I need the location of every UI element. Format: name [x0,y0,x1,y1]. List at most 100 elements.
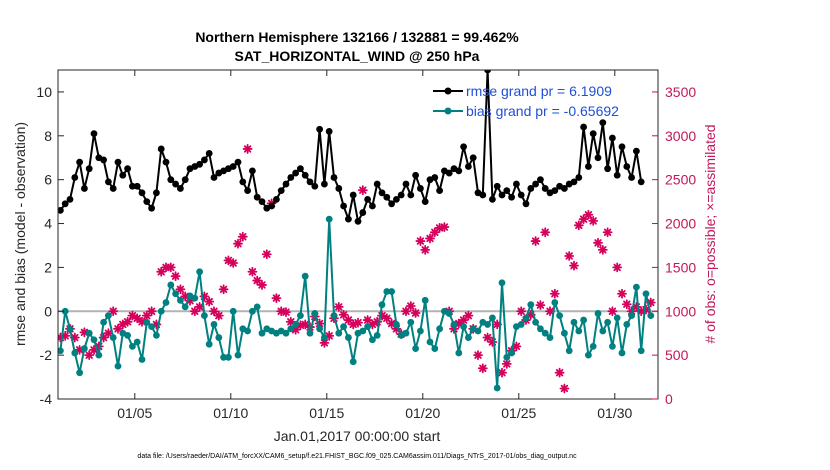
rmse-point [138,189,146,197]
y-tick-label: -2 [40,347,53,363]
rmse-point [604,165,611,173]
rmse-point [229,163,237,170]
rmse-point [253,193,261,201]
rmse-point [277,187,285,195]
x-tick-label: 01/10 [213,405,248,421]
bias-point [484,321,491,328]
rmse-point [321,180,328,188]
rmse-series [58,70,645,225]
bias-point [450,321,458,328]
bias-point [489,314,496,322]
rmse-point [589,130,597,138]
rmse-point [114,158,122,166]
bias-point [647,312,655,320]
rmse-point [157,145,165,153]
obs-count-point [588,216,599,226]
bias-point [81,345,88,352]
y2-tick-label: 0 [665,391,673,407]
rmse-point [364,196,371,203]
chart-subtitle: SAT_HORIZONTAL_WIND @ 250 hPa [235,48,480,64]
rmse-point [81,185,88,192]
legend-bias-label: bias grand pr = -0.65692 [466,103,619,119]
rmse-point [412,171,419,179]
rmse-point [71,174,79,181]
bias-point [599,327,607,335]
rmse-point [397,191,405,199]
rmse-point [268,202,275,210]
obs-count-point [233,238,243,249]
bias-point [172,290,180,298]
obs-count-point [189,306,200,317]
bias-point [234,351,242,359]
bias-point [642,290,650,298]
rmse-point [306,178,314,186]
rmse-point [460,143,467,151]
bias-point [436,325,443,333]
obs-count-point [617,288,627,299]
bias-point [565,347,573,355]
bias-point [465,334,472,341]
y2-tick-label: 1500 [665,259,696,275]
rmse-point [402,180,410,188]
obs-count-point [559,383,570,394]
rmse-point [417,185,424,192]
bias-point [105,312,112,320]
bias-point [181,303,189,311]
bias-point [133,338,141,346]
x-tick-label: 01/30 [597,405,632,421]
y-tick-label: 0 [44,303,52,319]
rmse-point [436,187,443,195]
bias-point [229,307,237,315]
obs-count-point [612,262,623,273]
y-tick-label: 10 [36,84,52,100]
obs-count-point [549,288,560,299]
y-tick-label: 6 [44,172,52,188]
obs-count-point [122,316,133,327]
obs-count-point [333,301,344,312]
bias-point [349,358,357,366]
rmse-point [76,158,83,166]
rmse-point [100,156,107,164]
bias-point [417,327,424,335]
y-axis-label: rmse and bias (model - observation) [12,122,28,346]
bias-point [316,325,323,333]
obs-count-point [242,144,253,154]
obs-count-point [103,328,114,339]
obs-count-point [535,300,546,311]
rmse-point [393,196,400,203]
obs-count-point [554,367,565,378]
bias-point [220,353,228,361]
y2-tick-label: 2500 [665,172,696,188]
rmse-point [244,187,252,195]
rmse-point [119,171,127,179]
bias-point [109,334,117,341]
obs-count-point [415,236,426,246]
bias-point [167,281,175,289]
rmse-point [345,215,352,223]
rmse-point [282,180,290,188]
bias-point [373,331,381,339]
rmse-point [210,174,218,181]
rmse-point [484,70,491,74]
obs-count-point [357,185,368,196]
rmse-point [66,196,74,203]
rmse-point [383,193,391,201]
rmse-point [623,163,631,170]
bias-point [402,329,410,337]
obs-count-point [237,231,248,242]
y2-tick-label: 500 [665,347,689,363]
obs-count-point [530,236,541,246]
bias-point [114,362,122,370]
bias-point [177,296,184,304]
bias-point [0,312,3,319]
bias-point [225,353,232,361]
rmse-point [249,167,256,175]
y2-tick-label: 2000 [665,216,696,232]
bias-point [287,325,295,333]
bias-point [628,312,635,320]
bias-point [551,299,559,306]
bias-point [282,329,290,337]
obs-count-point [621,299,632,310]
rmse-point [532,180,539,188]
